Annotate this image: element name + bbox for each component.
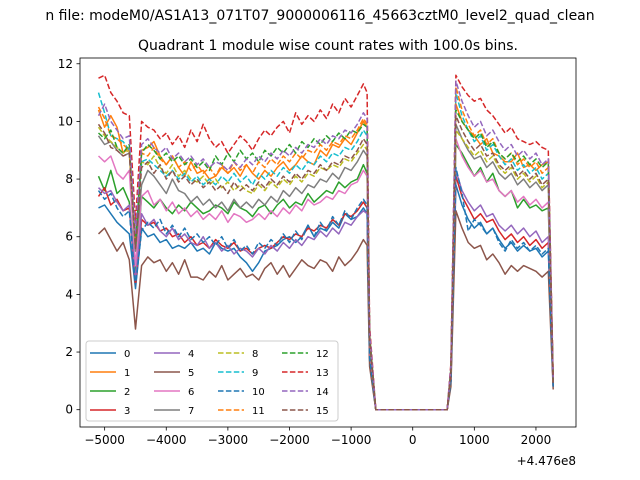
legend-label-1: 1 (124, 368, 130, 379)
series-line-6 (97, 137, 554, 411)
y-tick-label: 10 (58, 114, 73, 128)
figure-suptitle: n file: modeM0/AS1A13_071T07_9000006116_… (45, 8, 594, 24)
x-axis-offset-label: +4.476e8 (517, 454, 576, 468)
x-tick-label: −1000 (331, 433, 372, 447)
legend-label-3: 3 (124, 406, 130, 417)
plot-frame (79, 57, 577, 428)
x-tick-label: −2000 (269, 433, 310, 447)
y-tick-label: 8 (65, 172, 73, 186)
series-line-10 (97, 166, 554, 411)
legend-label-12: 12 (316, 349, 329, 360)
y-tick-label: 0 (65, 403, 73, 417)
legend-label-0: 0 (124, 349, 130, 360)
legend-label-8: 8 (252, 349, 258, 360)
series-line-4 (97, 169, 554, 411)
x-tick-label: −3000 (208, 433, 249, 447)
legend-label-4: 4 (188, 349, 194, 360)
legend-label-14: 14 (316, 387, 329, 398)
x-tick-label: 2000 (521, 433, 552, 447)
y-tick-label: 4 (65, 287, 73, 301)
legend-label-9: 9 (252, 368, 258, 379)
legend-box (85, 340, 339, 422)
series-line-15 (97, 114, 554, 411)
legend-label-5: 5 (188, 368, 194, 379)
legend-label-6: 6 (188, 387, 194, 398)
series-layer (97, 74, 554, 411)
series-line-9 (97, 91, 554, 411)
legend-label-10: 10 (252, 387, 265, 398)
y-tick-label: 6 (65, 230, 73, 244)
series-line-5 (97, 210, 554, 411)
series-line-0 (98, 184, 554, 411)
legend-label-13: 13 (316, 368, 329, 379)
x-tick-label: −4000 (146, 433, 187, 447)
legend-label-2: 2 (124, 387, 130, 398)
series-line-12 (97, 109, 554, 411)
x-axis: −5000 −4000 −3000 −2000 −1000 0 1000 2000 (84, 427, 551, 447)
series-line-13 (98, 74, 554, 411)
x-tick-label: −5000 (84, 433, 125, 447)
series-line-7 (97, 123, 554, 411)
legend-label-11: 11 (252, 406, 265, 417)
series-line-14 (97, 80, 554, 411)
y-tick-label: 12 (58, 57, 73, 71)
legend-label-15: 15 (316, 406, 329, 417)
x-tick-label: 0 (409, 433, 417, 447)
y-axis: 0 2 4 6 8 10 12 (58, 57, 80, 417)
series-line-11 (97, 86, 554, 411)
legend-label-7: 7 (188, 406, 194, 417)
series-line-8 (97, 126, 554, 411)
y-tick-label: 2 (65, 345, 73, 359)
chart-title: Quadrant 1 module wise count rates with … (138, 38, 518, 54)
x-tick-label: 1000 (459, 433, 490, 447)
